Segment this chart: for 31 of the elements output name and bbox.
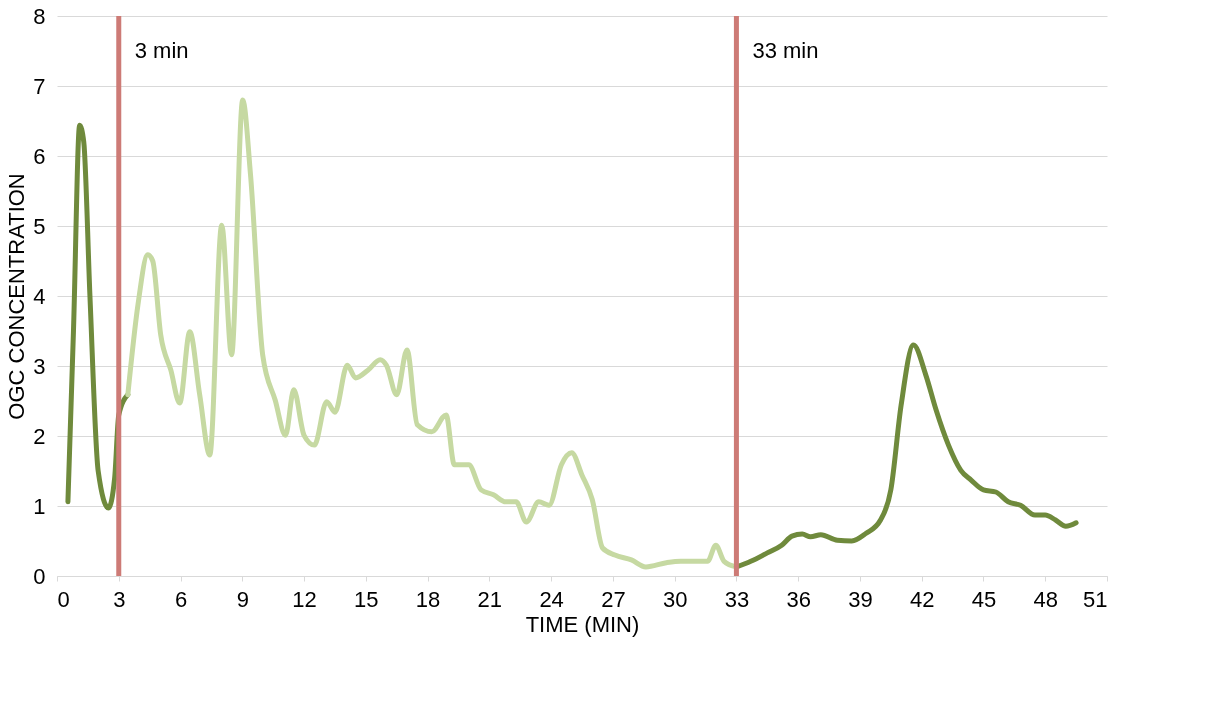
x-tick-label: 27 — [601, 586, 626, 612]
ref-line-label: 33 min — [752, 38, 819, 63]
x-tick-label: 0 — [57, 586, 70, 612]
y-tick-label: 8 — [33, 3, 46, 29]
x-tick-label: 36 — [786, 586, 811, 612]
x-tick-label: 6 — [174, 586, 188, 612]
y-tick-label: 5 — [33, 213, 46, 239]
x-axis-title: TIME (MIN) — [525, 611, 640, 637]
x-tick-label: 48 — [1033, 586, 1058, 612]
x-tick-label: 9 — [236, 586, 249, 612]
x-tick-label: 21 — [477, 586, 503, 612]
y-tick-label: 2 — [33, 423, 46, 449]
x-tick-label: 51 — [1083, 586, 1108, 612]
y-tick-label: 1 — [33, 493, 46, 519]
ref-line-label: 3 min — [134, 38, 189, 63]
x-tick-label: 39 — [848, 586, 873, 612]
x-tick-label: 3 — [113, 586, 126, 612]
y-tick-label: 0 — [33, 563, 46, 589]
x-tick-label: 30 — [662, 586, 688, 612]
y-axis-title: OGC CONCENTRATION — [4, 173, 30, 420]
x-tick-label: 33 — [724, 586, 750, 612]
x-tick-label: 42 — [909, 586, 935, 612]
y-tick-label: 4 — [33, 283, 46, 309]
x-tick-label: 12 — [292, 586, 317, 612]
x-tick-label: 24 — [539, 586, 564, 612]
y-tick-label: 7 — [33, 73, 46, 99]
y-tick-label: 6 — [33, 143, 46, 169]
x-tick-label: 18 — [415, 586, 441, 612]
x-tick-label: 45 — [971, 586, 997, 612]
y-tick-label: 3 — [33, 353, 46, 379]
x-tick-label: 15 — [354, 586, 379, 612]
